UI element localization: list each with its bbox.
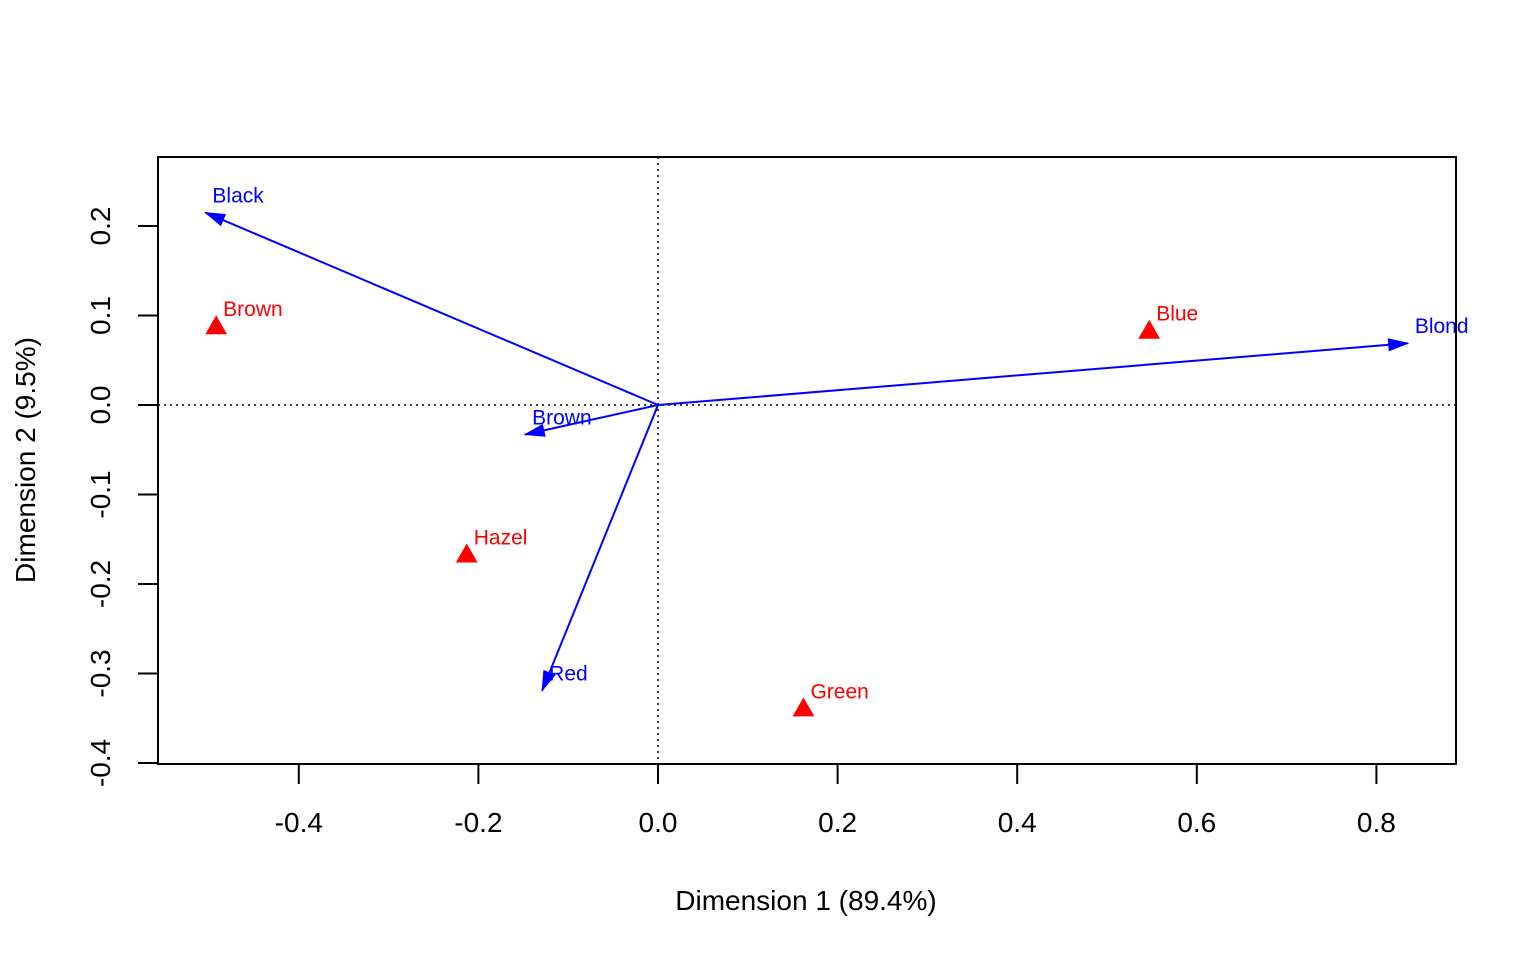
point-label: Hazel: [474, 526, 528, 549]
arrow-head: [1387, 338, 1410, 352]
x-tick-label: 0.0: [639, 807, 678, 838]
arrow-line: [524, 404, 659, 436]
x-tick-label: -0.4: [275, 807, 323, 838]
point-label: Blue: [1156, 303, 1198, 326]
arrow-label: Brown: [532, 407, 592, 430]
point-marker: [792, 697, 815, 717]
y-tick-label: -0.2: [85, 560, 116, 608]
arrow-line: [657, 342, 1408, 406]
arrow-head: [541, 669, 556, 693]
plot-frame: [157, 156, 1457, 765]
x-tick-label: 0.2: [818, 807, 857, 838]
y-tick-label: -0.1: [85, 470, 116, 518]
x-tick-label: -0.2: [454, 807, 502, 838]
x-axis-title: Dimension 1 (89.4%): [675, 885, 936, 916]
point-label: Brown: [223, 298, 283, 321]
y-tick-label: -0.3: [85, 649, 116, 697]
arrow-head: [203, 211, 227, 227]
arrow-line: [205, 211, 659, 406]
reference-lines: [158, 157, 1456, 764]
arrow-line: [541, 404, 659, 691]
point-label: Green: [810, 680, 868, 703]
y-axis: -0.4 -0.3 -0.2 -0.1 0.0 0.1 0.2: [85, 207, 159, 787]
x-axis: -0.4 -0.2 0.0 0.2 0.4 0.6 0.8: [275, 763, 1396, 838]
point-series: Brown Blue Hazel Green: [205, 298, 1198, 717]
y-tick-label: 0.1: [85, 296, 116, 335]
x-tick-label: 0.4: [998, 807, 1037, 838]
y-tick-label: 0.2: [85, 207, 116, 246]
y-tick-label: 0.0: [85, 386, 116, 425]
arrow-series: Black Blond Brown Red: [203, 185, 1469, 693]
y-axis-title: Dimension 2 (9.5%): [10, 337, 41, 583]
point-marker: [205, 315, 228, 335]
point-marker: [455, 543, 478, 563]
x-tick-label: 0.6: [1177, 807, 1216, 838]
point-marker: [1138, 319, 1161, 339]
x-tick-label: 0.8: [1357, 807, 1396, 838]
arrow-label: Red: [549, 663, 588, 686]
y-tick-label: -0.4: [85, 739, 116, 787]
arrow-label: Black: [212, 185, 264, 208]
arrow-head: [523, 423, 546, 437]
arrow-label: Blond: [1415, 315, 1469, 338]
